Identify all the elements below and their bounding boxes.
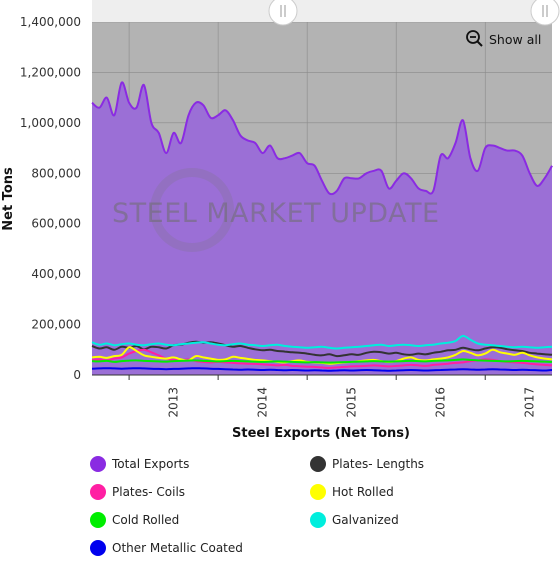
y-tick-label: 800,000: [31, 166, 81, 180]
watermark: STEEL MARKET UPDATE: [112, 198, 440, 229]
series-area-total-exports[interactable]: [92, 82, 552, 376]
watermark-logo-ring: [150, 168, 234, 252]
y-tick-label: 400,000: [31, 267, 81, 281]
navigator-track[interactable]: [92, 0, 552, 22]
series-line-galvanized[interactable]: [91, 334, 553, 350]
legend-item-total-exports[interactable]: Total Exports: [90, 456, 189, 472]
legend-marker: [90, 456, 106, 472]
legend-item-plates-coils[interactable]: Plates- Coils: [90, 484, 185, 500]
x-tick-label: 2016: [434, 387, 448, 418]
x-tick-label: 2014: [256, 387, 270, 418]
legend-label: Plates- Lengths: [332, 457, 425, 471]
legend-item-plates-lengths[interactable]: Plates- Lengths: [310, 456, 424, 472]
legend-item-hot-rolled[interactable]: Hot Rolled: [310, 484, 394, 500]
legend-marker: [310, 456, 326, 472]
y-tick-label: 1,000,000: [20, 116, 81, 130]
series-line-total-exports[interactable]: [91, 81, 553, 196]
legend-label: Other Metallic Coated: [112, 541, 243, 555]
x-axis-ticks: 2013 2014 2015 2016 2017: [128, 375, 537, 418]
x-tick-label: 2015: [345, 387, 359, 418]
legend-label: Galvanized: [332, 513, 399, 527]
legend-label: Total Exports: [112, 457, 190, 471]
series-line-other-metallic-coated[interactable]: [91, 367, 553, 372]
y-tick-label: 1,200,000: [20, 65, 81, 79]
x-axis-title: Steel Exports (Net Tons): [232, 426, 410, 441]
zoom-out-icon: [466, 30, 483, 47]
series-layer: [91, 81, 553, 376]
legend-item-cold-rolled[interactable]: Cold Rolled: [90, 512, 179, 528]
navigator-handle-right[interactable]: [530, 0, 560, 26]
series-line-plates-lengths[interactable]: [91, 340, 553, 358]
legend-label: Cold Rolled: [112, 513, 180, 527]
series-line-cold-rolled[interactable]: [91, 358, 553, 364]
show-all-button[interactable]: Show all: [465, 29, 541, 49]
legend-marker: [310, 484, 326, 500]
legend-item-other-metallic-coated[interactable]: Other Metallic Coated: [90, 540, 243, 556]
y-tick-label: 600,000: [31, 217, 81, 231]
legend-marker: [90, 540, 106, 556]
legend-marker: [90, 484, 106, 500]
show-all-label: Show all: [489, 31, 542, 47]
y-axis-ticks: 0 200,000 400,000 600,000 800,000 1,000,000 1,…: [20, 15, 81, 382]
y-tick-label: 1,400,000: [20, 15, 81, 29]
y-tick-label: 200,000: [31, 318, 81, 332]
x-tick-label: 2013: [167, 387, 181, 418]
legend-marker: [310, 512, 326, 528]
y-tick-label: 0: [73, 368, 81, 382]
x-tick-label: 2017: [523, 387, 537, 418]
legend-label: Hot Rolled: [332, 485, 394, 499]
y-axis-title: Net Tons: [1, 167, 16, 231]
legend-marker: [90, 512, 106, 528]
navigator-handle-left[interactable]: [268, 0, 298, 26]
legend-label: Plates- Coils: [112, 485, 186, 499]
legend-item-galvanized[interactable]: Galvanized: [310, 512, 399, 528]
